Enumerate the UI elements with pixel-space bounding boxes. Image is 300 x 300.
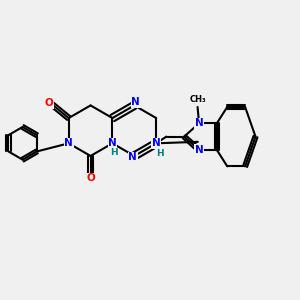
Text: O: O (86, 173, 95, 183)
Text: O: O (45, 98, 54, 108)
Text: CH₃: CH₃ (189, 95, 206, 104)
Text: N: N (195, 118, 203, 128)
Text: N: N (152, 138, 161, 148)
Text: N: N (195, 145, 203, 155)
Text: N: N (128, 152, 137, 162)
Text: N: N (108, 138, 117, 148)
Text: N: N (64, 138, 73, 148)
Text: H: H (156, 148, 164, 158)
Text: H: H (110, 148, 118, 157)
Text: N: N (131, 98, 140, 107)
